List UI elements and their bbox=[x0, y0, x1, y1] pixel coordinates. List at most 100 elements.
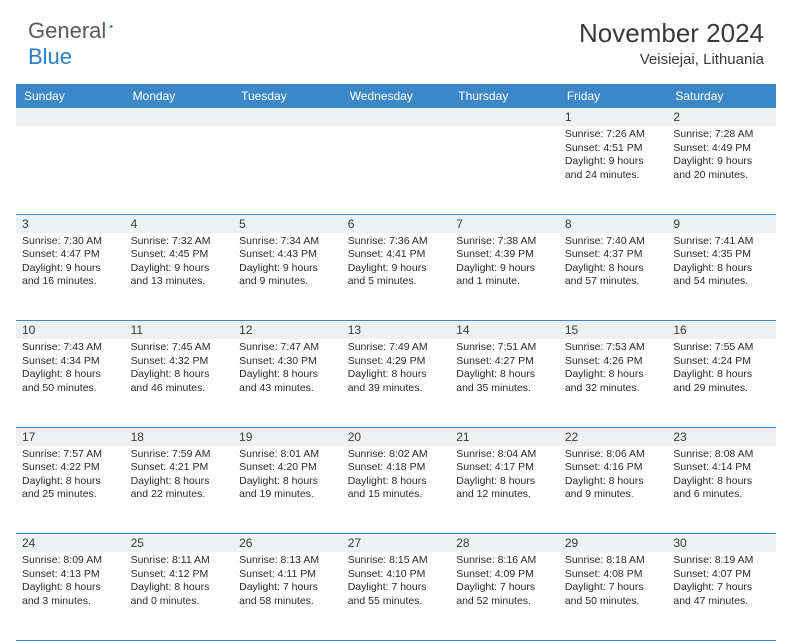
day-details: Sunrise: 8:08 AMSunset: 4:14 PMDaylight:… bbox=[667, 446, 776, 507]
day-details: Sunrise: 8:01 AMSunset: 4:20 PMDaylight:… bbox=[233, 446, 342, 507]
daynum-cell: 21 bbox=[450, 427, 559, 446]
week-row: Sunrise: 7:26 AMSunset: 4:51 PMDaylight:… bbox=[16, 126, 776, 214]
day-number: 10 bbox=[16, 321, 125, 339]
day-cell: Sunrise: 7:32 AMSunset: 4:45 PMDaylight:… bbox=[125, 233, 234, 321]
header: General November 2024 Veisiejai, Lithuan… bbox=[0, 0, 792, 76]
daynum-cell bbox=[342, 108, 451, 126]
day-number: 13 bbox=[342, 321, 451, 339]
week-row: Sunrise: 7:30 AMSunset: 4:47 PMDaylight:… bbox=[16, 233, 776, 321]
calendar-head: SundayMondayTuesdayWednesdayThursdayFrid… bbox=[16, 84, 776, 108]
daynum-row: 10111213141516 bbox=[16, 321, 776, 340]
day-details: Sunrise: 7:36 AMSunset: 4:41 PMDaylight:… bbox=[342, 233, 451, 294]
daynum-cell bbox=[233, 108, 342, 126]
daynum-cell: 8 bbox=[559, 214, 668, 233]
day-details: Sunrise: 8:06 AMSunset: 4:16 PMDaylight:… bbox=[559, 446, 668, 507]
day-cell: Sunrise: 8:09 AMSunset: 4:13 PMDaylight:… bbox=[16, 552, 125, 640]
day-cell: Sunrise: 7:59 AMSunset: 4:21 PMDaylight:… bbox=[125, 446, 234, 534]
daynum-cell: 18 bbox=[125, 427, 234, 446]
weekday-row: SundayMondayTuesdayWednesdayThursdayFrid… bbox=[16, 84, 776, 108]
day-number: 4 bbox=[125, 215, 234, 233]
day-cell: Sunrise: 7:55 AMSunset: 4:24 PMDaylight:… bbox=[667, 339, 776, 427]
daynum-cell bbox=[125, 108, 234, 126]
week-row: Sunrise: 7:43 AMSunset: 4:34 PMDaylight:… bbox=[16, 339, 776, 427]
weekday-header: Friday bbox=[559, 84, 668, 108]
daynum-cell: 30 bbox=[667, 534, 776, 553]
daynum-cell: 24 bbox=[16, 534, 125, 553]
location: Veisiejai, Lithuania bbox=[579, 51, 764, 68]
daynum-cell: 22 bbox=[559, 427, 668, 446]
calendar-body: 12Sunrise: 7:26 AMSunset: 4:51 PMDayligh… bbox=[16, 108, 776, 640]
daynum-cell: 29 bbox=[559, 534, 668, 553]
daynum-cell: 5 bbox=[233, 214, 342, 233]
weekday-header: Thursday bbox=[450, 84, 559, 108]
day-number: 5 bbox=[233, 215, 342, 233]
day-details: Sunrise: 7:34 AMSunset: 4:43 PMDaylight:… bbox=[233, 233, 342, 294]
logo-text-blue: Blue bbox=[28, 44, 72, 69]
day-details: Sunrise: 7:41 AMSunset: 4:35 PMDaylight:… bbox=[667, 233, 776, 294]
day-cell: Sunrise: 7:51 AMSunset: 4:27 PMDaylight:… bbox=[450, 339, 559, 427]
day-details: Sunrise: 7:55 AMSunset: 4:24 PMDaylight:… bbox=[667, 339, 776, 400]
day-number: 15 bbox=[559, 321, 668, 339]
logo-triangle-icon bbox=[109, 18, 113, 34]
daynum-cell: 13 bbox=[342, 321, 451, 340]
weekday-header: Sunday bbox=[16, 84, 125, 108]
day-cell: Sunrise: 8:02 AMSunset: 4:18 PMDaylight:… bbox=[342, 446, 451, 534]
day-number: 29 bbox=[559, 534, 668, 552]
daynum-cell: 23 bbox=[667, 427, 776, 446]
weekday-header: Monday bbox=[125, 84, 234, 108]
daynum-cell: 14 bbox=[450, 321, 559, 340]
week-row: Sunrise: 8:09 AMSunset: 4:13 PMDaylight:… bbox=[16, 552, 776, 640]
day-number: 30 bbox=[667, 534, 776, 552]
day-details: Sunrise: 8:13 AMSunset: 4:11 PMDaylight:… bbox=[233, 552, 342, 613]
day-number: 20 bbox=[342, 428, 451, 446]
daynum-row: 24252627282930 bbox=[16, 534, 776, 553]
weekday-header: Saturday bbox=[667, 84, 776, 108]
daynum-cell: 4 bbox=[125, 214, 234, 233]
day-number: 24 bbox=[16, 534, 125, 552]
day-number: 12 bbox=[233, 321, 342, 339]
weekday-header: Tuesday bbox=[233, 84, 342, 108]
day-number: 26 bbox=[233, 534, 342, 552]
day-details: Sunrise: 7:40 AMSunset: 4:37 PMDaylight:… bbox=[559, 233, 668, 294]
day-details: Sunrise: 8:19 AMSunset: 4:07 PMDaylight:… bbox=[667, 552, 776, 613]
daynum-cell: 1 bbox=[559, 108, 668, 126]
day-details: Sunrise: 7:45 AMSunset: 4:32 PMDaylight:… bbox=[125, 339, 234, 400]
daynum-cell: 28 bbox=[450, 534, 559, 553]
day-number: 25 bbox=[125, 534, 234, 552]
day-cell: Sunrise: 7:30 AMSunset: 4:47 PMDaylight:… bbox=[16, 233, 125, 321]
day-number: 1 bbox=[559, 108, 668, 126]
day-cell bbox=[233, 126, 342, 214]
daynum-cell: 27 bbox=[342, 534, 451, 553]
day-details: Sunrise: 7:28 AMSunset: 4:49 PMDaylight:… bbox=[667, 126, 776, 187]
daynum-row: 12 bbox=[16, 108, 776, 126]
day-cell: Sunrise: 7:40 AMSunset: 4:37 PMDaylight:… bbox=[559, 233, 668, 321]
day-cell: Sunrise: 8:01 AMSunset: 4:20 PMDaylight:… bbox=[233, 446, 342, 534]
day-cell: Sunrise: 7:53 AMSunset: 4:26 PMDaylight:… bbox=[559, 339, 668, 427]
daynum-row: 17181920212223 bbox=[16, 427, 776, 446]
day-details: Sunrise: 7:57 AMSunset: 4:22 PMDaylight:… bbox=[16, 446, 125, 507]
day-details: Sunrise: 7:38 AMSunset: 4:39 PMDaylight:… bbox=[450, 233, 559, 294]
daynum-row: 3456789 bbox=[16, 214, 776, 233]
daynum-cell: 12 bbox=[233, 321, 342, 340]
daynum-cell: 25 bbox=[125, 534, 234, 553]
day-number: 6 bbox=[342, 215, 451, 233]
day-number: 17 bbox=[16, 428, 125, 446]
day-details: Sunrise: 8:02 AMSunset: 4:18 PMDaylight:… bbox=[342, 446, 451, 507]
daynum-cell: 20 bbox=[342, 427, 451, 446]
day-cell bbox=[450, 126, 559, 214]
daynum-cell: 19 bbox=[233, 427, 342, 446]
daynum-cell bbox=[450, 108, 559, 126]
day-details: Sunrise: 7:43 AMSunset: 4:34 PMDaylight:… bbox=[16, 339, 125, 400]
daynum-cell: 6 bbox=[342, 214, 451, 233]
daynum-cell: 10 bbox=[16, 321, 125, 340]
day-cell: Sunrise: 8:06 AMSunset: 4:16 PMDaylight:… bbox=[559, 446, 668, 534]
day-cell: Sunrise: 7:28 AMSunset: 4:49 PMDaylight:… bbox=[667, 126, 776, 214]
day-details: Sunrise: 7:51 AMSunset: 4:27 PMDaylight:… bbox=[450, 339, 559, 400]
day-number: 9 bbox=[667, 215, 776, 233]
day-number: 14 bbox=[450, 321, 559, 339]
day-cell: Sunrise: 7:49 AMSunset: 4:29 PMDaylight:… bbox=[342, 339, 451, 427]
day-cell: Sunrise: 8:08 AMSunset: 4:14 PMDaylight:… bbox=[667, 446, 776, 534]
daynum-cell: 16 bbox=[667, 321, 776, 340]
logo: General bbox=[28, 18, 133, 44]
day-number: 21 bbox=[450, 428, 559, 446]
